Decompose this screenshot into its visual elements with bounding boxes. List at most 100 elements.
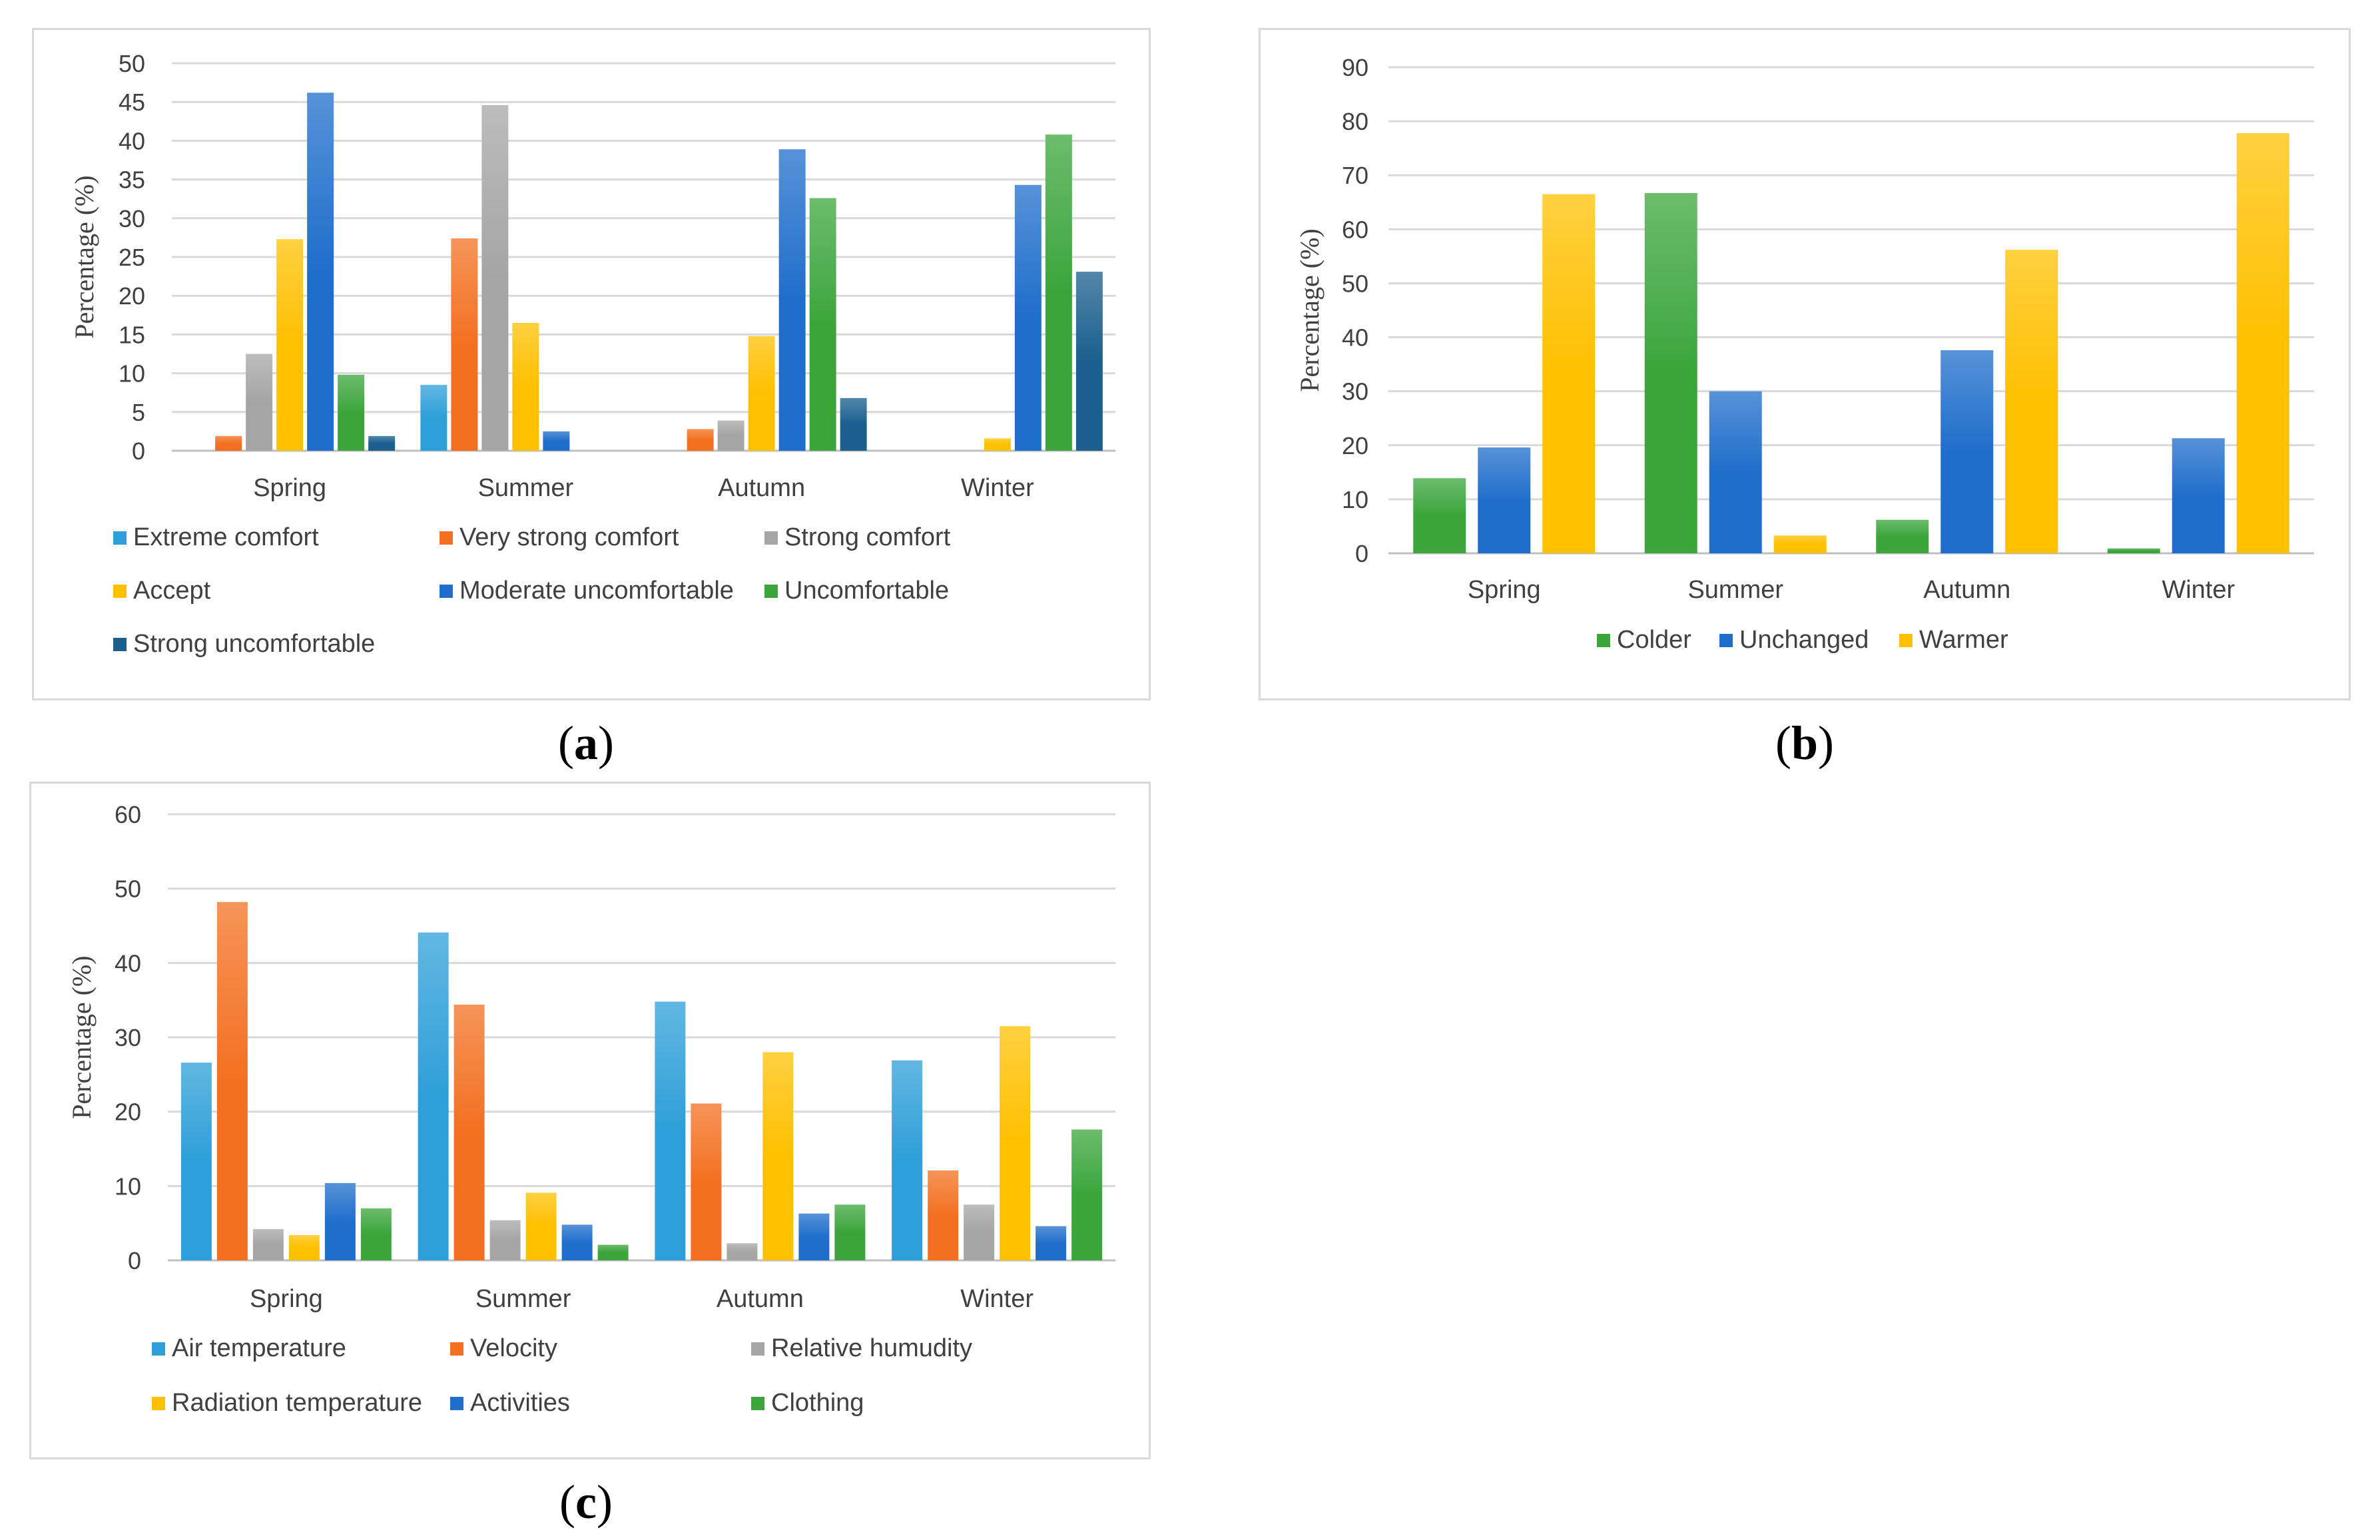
x-category-label-c-3: Winter xyxy=(960,1285,1034,1313)
legend-item-a-1: Very strong comfort xyxy=(440,523,679,552)
legend-item-b-2: Warmer xyxy=(1899,626,2008,654)
x-category-label-b-2: Autumn xyxy=(1923,576,2010,604)
bar-b-winter-colder xyxy=(2107,548,2160,553)
y-axis-label-a: Percentage (%) xyxy=(69,175,99,338)
chart-panel-c xyxy=(29,782,1151,1459)
legend-label: Clothing xyxy=(771,1389,864,1417)
x-category-label-a-0: Spring xyxy=(253,474,326,502)
legend-label: Radiation temperature xyxy=(172,1389,422,1417)
bar-c-autumn-clothing xyxy=(834,1204,866,1260)
bar-b-autumn-colder xyxy=(1876,519,1929,553)
bar-b-autumn-warmer xyxy=(2005,250,2058,553)
legend-label: Colder xyxy=(1617,626,1691,654)
bar-a-spring-very-strong-comfort xyxy=(215,435,242,451)
bar-a-summer-accept xyxy=(512,322,539,451)
bar-a-summer-strong-comfort xyxy=(481,105,509,451)
bar-b-winter-warmer xyxy=(2236,132,2289,553)
bar-c-winter-relative-humudity xyxy=(964,1204,995,1260)
legend-item-a-5: Uncomfortable xyxy=(764,577,949,605)
bar-c-summer-velocity xyxy=(453,1004,485,1260)
y-tick-label-c-2: 20 xyxy=(115,1099,141,1126)
bar-a-spring-uncomfortable xyxy=(338,374,365,451)
x-category-label-b-3: Winter xyxy=(2162,576,2235,604)
bar-c-winter-activities xyxy=(1036,1226,1067,1260)
bar-c-summer-clothing xyxy=(597,1244,629,1260)
legend-item-c-3: Radiation temperature xyxy=(152,1389,422,1417)
legend-swatch-icon xyxy=(440,531,453,545)
y-tick-label-c-1: 10 xyxy=(115,1172,141,1200)
y-tick-label-b-7: 70 xyxy=(1342,162,1368,189)
y-tick-label-b-8: 80 xyxy=(1342,108,1368,135)
bar-c-autumn-air-temperature xyxy=(655,1001,686,1260)
bar-a-winter-strong-uncomfortable xyxy=(1075,272,1103,451)
bar-c-autumn-velocity xyxy=(691,1103,722,1260)
bar-c-summer-activities xyxy=(561,1224,593,1260)
bar-c-spring-clothing xyxy=(360,1208,392,1260)
bar-b-summer-unchanged xyxy=(1709,391,1762,553)
y-tick-label-c-3: 30 xyxy=(115,1024,141,1051)
legend-item-c-1: Velocity xyxy=(450,1334,557,1363)
bar-a-winter-uncomfortable xyxy=(1045,134,1072,451)
bar-b-spring-colder xyxy=(1413,478,1466,553)
legend-swatch-icon xyxy=(751,1342,764,1356)
legend-label: Accept xyxy=(133,577,211,605)
bar-c-spring-velocity xyxy=(216,901,248,1260)
panel-label-a: (a) xyxy=(558,716,614,770)
legend-swatch-icon xyxy=(1899,633,1913,647)
bar-a-autumn-very-strong-comfort xyxy=(687,429,714,451)
y-axis-label-c: Percentage (%) xyxy=(67,955,97,1119)
bar-a-spring-strong-comfort xyxy=(246,354,273,451)
bar-c-spring-radiation-temperature xyxy=(288,1235,320,1260)
bar-b-spring-unchanged xyxy=(1478,447,1531,553)
legend-swatch-icon xyxy=(1597,633,1610,647)
legend-item-b-0: Colder xyxy=(1597,626,1691,654)
bar-c-winter-radiation-temperature xyxy=(1000,1026,1031,1260)
legend-label: Moderate uncomfortable xyxy=(459,577,734,605)
bar-a-summer-extreme-comfort xyxy=(420,385,447,451)
legend-swatch-icon xyxy=(450,1396,463,1410)
legend-label: Air temperature xyxy=(172,1334,346,1362)
bar-c-autumn-activities xyxy=(798,1213,830,1260)
legend-label: Strong uncomfortable xyxy=(133,630,376,658)
bar-a-winter-moderate-uncomfortable xyxy=(1014,184,1041,451)
bar-a-summer-very-strong-comfort xyxy=(451,238,478,451)
bar-a-autumn-strong-uncomfortable xyxy=(840,397,867,451)
legend-swatch-icon xyxy=(113,531,127,545)
x-category-label-a-2: Autumn xyxy=(718,474,805,502)
legend-swatch-icon xyxy=(113,584,127,598)
legend-swatch-icon xyxy=(764,584,778,598)
bar-c-autumn-relative-humudity xyxy=(727,1243,758,1260)
y-tick-label-b-0: 0 xyxy=(1355,540,1368,567)
bar-b-spring-warmer xyxy=(1542,194,1596,554)
y-tick-label-b-5: 50 xyxy=(1342,270,1368,297)
y-tick-label-b-3: 30 xyxy=(1342,378,1368,405)
bar-a-autumn-strong-comfort xyxy=(717,420,744,451)
x-category-label-a-3: Winter xyxy=(961,474,1034,502)
bar-c-spring-air-temperature xyxy=(180,1062,212,1260)
panel-label-b: (b) xyxy=(1775,716,1834,770)
legend-label: Uncomfortable xyxy=(784,577,950,605)
legend-label: Warmer xyxy=(1919,626,2008,654)
y-tick-label-a-6: 30 xyxy=(119,205,145,232)
y-tick-label-a-9: 45 xyxy=(119,89,145,116)
y-tick-label-b-1: 10 xyxy=(1342,486,1368,513)
legend-swatch-icon xyxy=(764,531,778,545)
y-tick-label-a-0: 0 xyxy=(132,437,145,465)
x-category-label-a-1: Summer xyxy=(478,474,574,502)
y-tick-label-b-6: 60 xyxy=(1342,216,1368,243)
bar-b-winter-unchanged xyxy=(2172,438,2225,553)
y-tick-label-a-4: 20 xyxy=(119,282,145,310)
legend-swatch-icon xyxy=(751,1396,764,1410)
bar-a-spring-accept xyxy=(276,239,304,451)
legend-label: Very strong comfort xyxy=(459,523,679,551)
y-tick-label-b-2: 20 xyxy=(1342,432,1368,459)
legend-swatch-icon xyxy=(113,637,127,651)
bar-a-summer-moderate-uncomfortable xyxy=(543,431,570,451)
bar-c-summer-air-temperature xyxy=(418,932,449,1260)
y-tick-label-b-4: 40 xyxy=(1342,324,1368,352)
legend-item-a-4: Moderate uncomfortable xyxy=(440,577,734,605)
chart-panel-b xyxy=(1259,28,2351,700)
